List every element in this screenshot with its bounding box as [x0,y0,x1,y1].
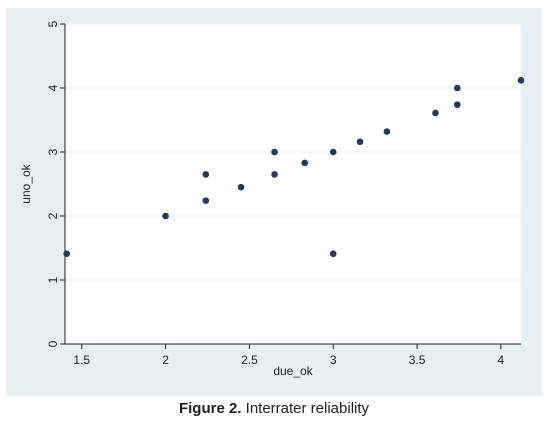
plot-area [65,24,521,344]
scatter-figure: 1.5 2 2.5 3 3.5 4 0 1 2 3 4 5 due_ok uno_ok [6,8,542,396]
data-point [453,101,461,108]
y-tick-label: 5 [46,20,60,27]
y-tick-label: 3 [46,148,60,155]
y-tick-label: 1 [46,276,60,283]
x-tick-label: 1.5 [73,353,90,367]
x-tick-label: 4 [498,353,505,367]
data-point [432,109,439,117]
x-tick-label: 3 [330,353,337,367]
data-point [202,197,210,204]
y-tick-label: 4 [46,84,60,91]
data-point [356,138,364,146]
caption-label: Figure 2. [178,400,242,417]
x-tick-label: 3.5 [409,353,426,367]
data-point [453,84,461,92]
x-axis-title: due_ok [273,364,313,378]
data-point [383,128,391,135]
data-point [162,212,169,220]
y-tick-label: 0 [46,340,60,347]
data-point [271,148,278,156]
data-point [271,171,278,178]
data-point [517,77,525,84]
data-point [301,159,309,167]
y-axis-title: uno_ok [19,163,33,203]
y-axis-ticks: 0 1 2 3 4 5 [46,20,65,347]
x-axis-ticks: 1.5 2 2.5 3 3.5 4 [73,344,505,367]
data-point [63,250,70,258]
x-tick-label: 2.5 [241,353,258,367]
scatter-chart: 1.5 2 2.5 3 3.5 4 0 1 2 3 4 5 due_ok uno_ok [6,8,542,396]
y-tick-label: 2 [46,212,60,219]
x-tick-label: 2 [162,353,169,367]
data-points [63,77,525,258]
data-point [202,171,210,178]
data-point [329,148,337,156]
figure-caption: Figure 2. Interrater reliability [0,400,548,417]
caption-text: Interrater reliability [241,400,370,417]
data-point [237,183,245,191]
data-point [329,250,337,258]
